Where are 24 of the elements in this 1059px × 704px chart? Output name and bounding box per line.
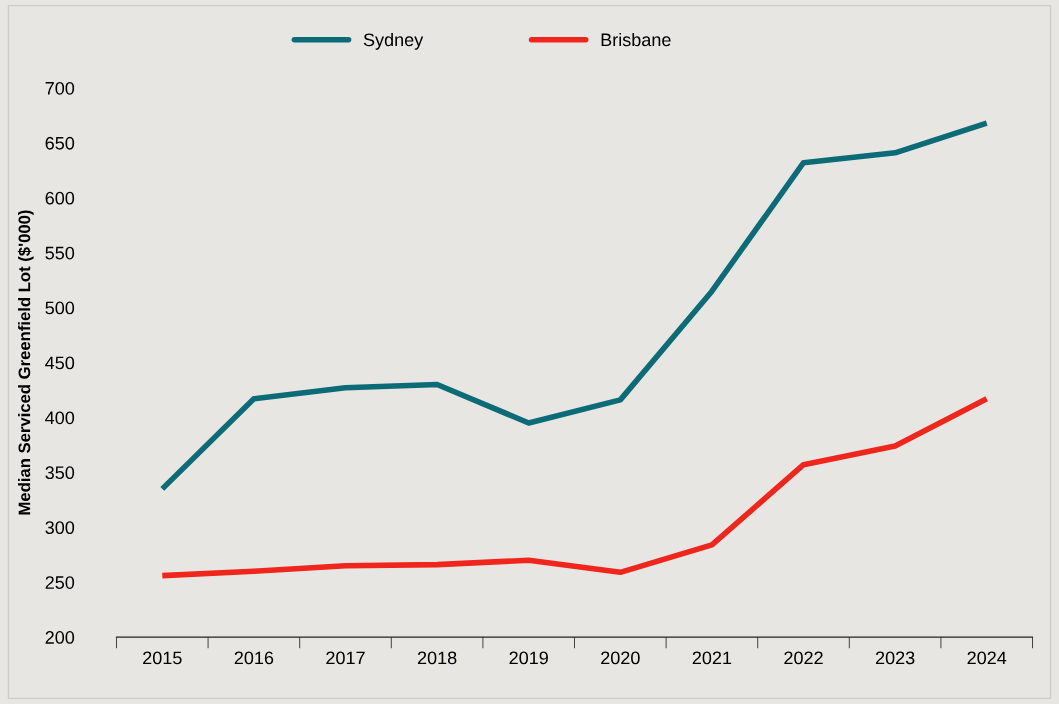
x-tick-label: 2020 [601,651,640,665]
y-tick-label: 300 [45,521,75,535]
y-tick-label: 600 [45,191,75,205]
x-tick-label: 2017 [326,651,365,665]
y-tick-label: 500 [45,301,75,315]
x-tick-label: 2024 [967,651,1007,665]
legend-label: Brisbane [601,32,671,47]
y-tick-label: 350 [45,466,75,480]
y-tick-label: 550 [45,246,75,260]
y-tick-label: 450 [45,356,75,370]
y-tick-label: 200 [45,631,75,644]
y-tick-label: 650 [45,136,75,150]
x-tick-label: 2016 [234,651,274,665]
y-tick-label: 400 [45,411,75,425]
y-axis-title: Median Serviced Greenfield Lot ($'000) [17,210,34,515]
x-tick-label: 2021 [692,651,732,665]
x-tick-label: 2022 [784,651,823,665]
x-tick-label: 2018 [417,651,457,665]
x-tick-label: 2019 [509,651,548,665]
y-tick-label: 700 [45,81,75,95]
legend-label: Sydney [363,32,424,50]
y-tick-label: 250 [45,576,75,589]
x-tick-label: 2015 [143,651,182,665]
x-tick-label: 2023 [875,651,915,665]
